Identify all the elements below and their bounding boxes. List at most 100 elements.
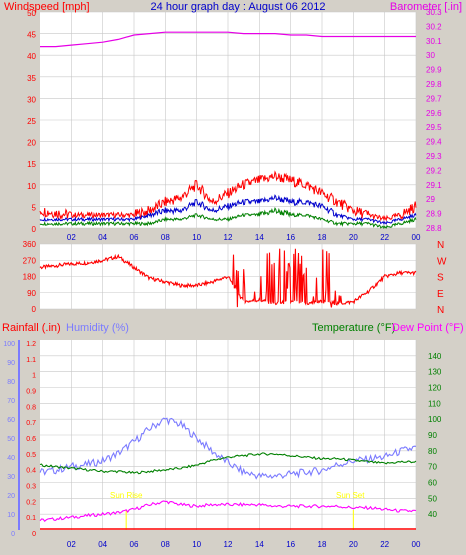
rain-tick-label: 0.9 bbox=[26, 389, 36, 396]
x-tick-label: 02 bbox=[67, 540, 76, 549]
wind-tick-label: 50 bbox=[27, 9, 36, 18]
x-tick-label: 08 bbox=[161, 233, 170, 242]
sunrise-label: Sun Rise bbox=[110, 491, 143, 500]
compass-label: E bbox=[437, 289, 444, 300]
humidity-tick-label: 100 bbox=[3, 341, 15, 348]
barometer-tick-label: 30.3 bbox=[426, 8, 442, 17]
humidity-tick-label: 50 bbox=[7, 436, 15, 443]
x-tick-label: 22 bbox=[380, 233, 389, 242]
rain-tick-label: 0.1 bbox=[26, 515, 36, 522]
direction-tick-label: 270 bbox=[23, 256, 37, 265]
x-tick-label: 22 bbox=[380, 540, 389, 549]
barometer-tick-label: 29.3 bbox=[426, 152, 442, 161]
temperature-tick-label: 90 bbox=[428, 431, 437, 440]
direction-tick-label: 360 bbox=[23, 240, 37, 249]
x-tick-label: 10 bbox=[192, 233, 201, 242]
dewpoint-line bbox=[39, 500, 417, 522]
temperature-tick-label: 60 bbox=[428, 479, 437, 488]
x-tick-label: 04 bbox=[98, 233, 107, 242]
x-tick-label: 20 bbox=[349, 233, 358, 242]
sunset-label: Sun Set bbox=[336, 491, 365, 500]
barometer-tick-label: 29.2 bbox=[426, 166, 442, 175]
humidity-tick-label: 70 bbox=[7, 398, 15, 405]
rain-tick-label: 0 bbox=[32, 531, 36, 538]
barometer-tick-label: 29.7 bbox=[426, 94, 442, 103]
temperature-tick-label: 130 bbox=[428, 368, 442, 377]
barometer-tick-label: 29.1 bbox=[426, 181, 442, 190]
rain-temp-grid bbox=[18, 340, 417, 530]
wind-tick-label: 35 bbox=[27, 74, 36, 83]
x-tick-label: 04 bbox=[98, 540, 107, 549]
rain-tick-label: 1.2 bbox=[26, 341, 36, 348]
dewpoint-axis-title: Dew Point (°F) bbox=[392, 322, 464, 334]
x-tick-label: 06 bbox=[130, 540, 139, 549]
wind-tick-label: 20 bbox=[27, 139, 36, 148]
temperature-tick-label: 40 bbox=[428, 510, 437, 519]
x-tick-label: 10 bbox=[192, 540, 201, 549]
rain-tick-label: 0.2 bbox=[26, 499, 36, 506]
barometer-axis-title: Barometer [.in] bbox=[390, 1, 462, 13]
barometer-tick-label: 29.9 bbox=[426, 66, 442, 75]
compass-label: S bbox=[437, 273, 444, 284]
rain-tick-label: 1 bbox=[32, 373, 36, 380]
barometer-tick-label: 29.5 bbox=[426, 123, 442, 132]
direction-tick-label: 0 bbox=[32, 305, 37, 314]
barometer-tick-label: 29.6 bbox=[426, 109, 442, 118]
temperature-line bbox=[39, 452, 417, 475]
rain-tick-label: 0.7 bbox=[26, 420, 36, 427]
wind-barometer-grid bbox=[40, 11, 417, 229]
humidity-axis-title: Humidity (%) bbox=[66, 322, 129, 334]
wind-tick-label: 15 bbox=[27, 160, 36, 169]
humidity-tick-label: 30 bbox=[7, 474, 15, 481]
barometer-tick-label: 30.2 bbox=[426, 22, 442, 31]
direction-tick-label: 180 bbox=[23, 273, 37, 282]
tick-labels: 0510152025303540455028.828.92929.129.229… bbox=[3, 8, 447, 549]
x-tick-label: 18 bbox=[318, 540, 327, 549]
x-tick-label: 06 bbox=[130, 233, 139, 242]
compass-label: N bbox=[437, 305, 444, 316]
temperature-tick-label: 100 bbox=[428, 415, 442, 424]
wind_max-line bbox=[39, 170, 417, 222]
barometer-tick-label: 29 bbox=[426, 195, 435, 204]
barometer-line bbox=[40, 31, 416, 48]
humidity-tick-label: 60 bbox=[7, 417, 15, 424]
rain-tick-label: 0.6 bbox=[26, 436, 36, 443]
wind-tick-label: 10 bbox=[27, 182, 36, 191]
x-tick-label: 08 bbox=[161, 540, 170, 549]
wind-tick-label: 40 bbox=[27, 52, 36, 61]
temperature-tick-label: 120 bbox=[428, 384, 442, 393]
rain-tick-label: 1.1 bbox=[26, 357, 36, 364]
barometer-tick-label: 28.9 bbox=[426, 210, 442, 219]
barometer-tick-label: 30 bbox=[426, 51, 435, 60]
wind_min-line bbox=[39, 206, 417, 230]
temperature-tick-label: 50 bbox=[428, 494, 437, 503]
barometer-tick-label: 29.4 bbox=[426, 138, 442, 147]
rain-tick-label: 0.5 bbox=[26, 452, 36, 459]
humidity-tick-label: 80 bbox=[7, 379, 15, 386]
rainfall-axis-title: Rainfall (.in) bbox=[2, 322, 61, 334]
x-tick-label: 00 bbox=[412, 233, 421, 242]
humidity-tick-label: 90 bbox=[7, 360, 15, 367]
direction-tick-label: 90 bbox=[27, 289, 36, 298]
barometer-tick-label: 29.8 bbox=[426, 80, 442, 89]
x-tick-label: 02 bbox=[67, 233, 76, 242]
windspeed-axis-title: Windspeed [mph] bbox=[4, 1, 90, 13]
temperature-tick-label: 110 bbox=[428, 399, 441, 408]
wind_avg-line bbox=[39, 194, 417, 225]
compass-label: W bbox=[437, 256, 447, 267]
x-tick-label: 16 bbox=[286, 233, 295, 242]
x-tick-label: 16 bbox=[286, 540, 295, 549]
wind-barometer-series bbox=[39, 31, 417, 230]
humidity-tick-label: 0 bbox=[11, 531, 15, 538]
compass-label: N bbox=[437, 240, 444, 251]
x-tick-label: 12 bbox=[224, 233, 233, 242]
x-tick-label: 20 bbox=[349, 540, 358, 549]
humidity-line bbox=[39, 417, 417, 480]
humidity-tick-label: 20 bbox=[7, 493, 15, 500]
barometer-tick-label: 30.1 bbox=[426, 37, 442, 46]
humidity-tick-label: 40 bbox=[7, 455, 15, 462]
wind-tick-label: 25 bbox=[27, 117, 36, 126]
x-tick-label: 00 bbox=[412, 540, 421, 549]
